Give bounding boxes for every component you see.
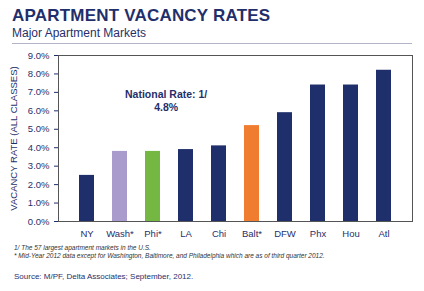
svg-text:DFW: DFW xyxy=(274,228,296,239)
html-text:1/ The 57 largest apartment ma: 1/ The 57 largest apartment markets in t… xyxy=(14,244,151,251)
svg-text:VACANCY RATE (ALL CLASSES): VACANCY RATE (ALL CLASSES) xyxy=(8,66,19,210)
svg-text:9.0%: 9.0% xyxy=(28,50,50,61)
html-text:4.8%: 4.8% xyxy=(154,101,179,113)
svg-text:Chi: Chi xyxy=(212,228,226,239)
svg-text:3.0%: 3.0% xyxy=(28,160,50,171)
html-text:* Mid-Year 2012 data except fo: * Mid-Year 2012 data except for Washingt… xyxy=(14,252,325,259)
svg-text:6.0%: 6.0% xyxy=(28,105,50,116)
html-text:APARTMENT VACANCY RATES: APARTMENT VACANCY RATES xyxy=(12,6,271,25)
svg-text:LA: LA xyxy=(180,228,192,239)
html-text:National Rate: 1/: National Rate: 1/ xyxy=(125,88,208,100)
svg-text:NY: NY xyxy=(80,228,94,239)
svg-text:8.0%: 8.0% xyxy=(28,68,50,79)
svg-text:2.0%: 2.0% xyxy=(28,179,50,190)
svg-text:4.0%: 4.0% xyxy=(28,142,50,153)
svg-text:Atl: Atl xyxy=(378,228,389,239)
svg-text:Hou: Hou xyxy=(342,228,359,239)
svg-text:5.0%: 5.0% xyxy=(28,123,50,134)
svg-text:1.0%: 1.0% xyxy=(28,197,50,208)
svg-text:Phx: Phx xyxy=(310,228,327,239)
svg-text:Balt*: Balt* xyxy=(242,228,262,239)
html-text:Major Apartment Markets: Major Apartment Markets xyxy=(12,26,146,40)
svg-text:0.0%: 0.0% xyxy=(28,216,50,227)
svg-text:7.0%: 7.0% xyxy=(28,86,50,97)
svg-text:Phi*: Phi* xyxy=(144,228,162,239)
html-text:Source: M/PF, Delta Associates: Source: M/PF, Delta Associates; Septembe… xyxy=(14,272,194,281)
svg-text:Wash*: Wash* xyxy=(106,228,134,239)
